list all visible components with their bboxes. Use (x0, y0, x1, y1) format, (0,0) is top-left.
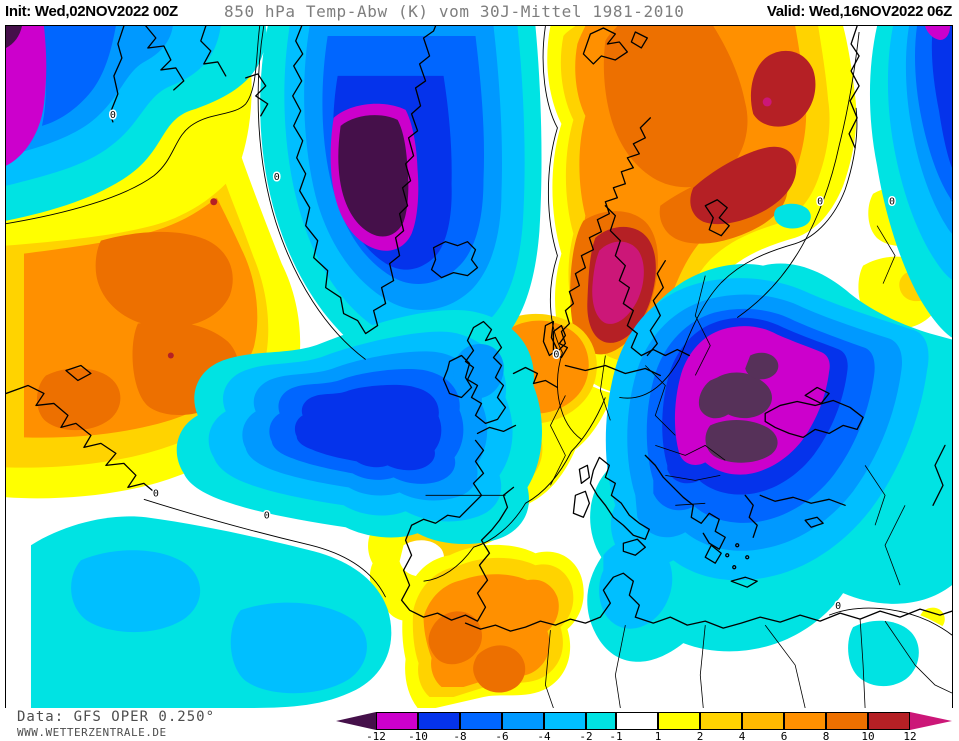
legend-tick-label: -10 (408, 730, 428, 741)
zero-label: 0 (264, 510, 270, 521)
legend-cell (544, 712, 586, 730)
greenland-coast (292, 26, 437, 335)
init-value: Wed,02NOV2022 00Z (34, 3, 178, 20)
init-label: Init: (5, 3, 35, 20)
zero-label: 0 (889, 197, 895, 208)
ireland-coast (442, 354, 473, 399)
zero-label: 0 (817, 197, 823, 208)
legend-cell (586, 712, 616, 730)
zero-label: 0 (835, 601, 841, 612)
zero-contour-labels: 0 0 0 0 0 0 0 0 (108, 108, 896, 613)
legend-cell (742, 712, 784, 730)
website-label: WWW.WETTERZENTRALE.DE (17, 726, 167, 739)
legend-tick-label: 8 (822, 730, 830, 741)
legend-cell (460, 712, 502, 730)
data-source-label: Data: GFS OPER 0.250° (17, 709, 216, 725)
map-canvas: 0 0 0 0 0 0 0 0 (6, 26, 952, 708)
legend-cell (868, 712, 910, 730)
legend-right-arrow (910, 712, 952, 730)
legend-cell (658, 712, 700, 730)
legend-tick-label: 1 (654, 730, 662, 741)
valid-label: Valid: (766, 3, 809, 20)
legend-tick-label: -1 (609, 730, 623, 741)
legend-tick-label: 6 (780, 730, 788, 741)
legend-tick-label: 10 (861, 730, 875, 741)
page-title: 850 hPa Temp-Abw (K) vom 30J-Mittel 1981… (224, 2, 685, 21)
legend-tick-label: 4 (738, 730, 746, 741)
zero-label: 0 (153, 488, 159, 499)
footer-bar: Data: GFS OPER 0.250° WWW.WETTERZENTRALE… (0, 708, 959, 741)
zero-contour-lines (6, 26, 952, 636)
zero-label: 0 (274, 172, 280, 183)
legend-tick-label: -4 (537, 730, 551, 741)
norway-coast (556, 117, 651, 353)
iceland-coast (430, 241, 479, 279)
color-scale-legend: -12 -10 -8 -6 -4 -2 -1 1 2 4 6 8 10 12 (336, 712, 956, 741)
legend-tick-label: 2 (696, 730, 704, 741)
legend-cell (418, 712, 460, 730)
legend-tick-label: 12 (903, 730, 917, 741)
legend-cell (502, 712, 544, 730)
zero-band-overlays (822, 606, 952, 708)
uk-coast (464, 320, 507, 425)
coastlines (6, 26, 952, 632)
legend-left-arrow (336, 712, 376, 730)
zero-label: 0 (110, 110, 116, 121)
legend-tick-label: -8 (453, 730, 467, 741)
anomaly-map: 0 0 0 0 0 0 0 0 (5, 25, 953, 709)
italy-coast (589, 456, 650, 540)
valid-time: Valid: Wed,16NOV2022 06Z (767, 3, 952, 20)
legend-cell (826, 712, 868, 730)
legend-cell (616, 712, 658, 730)
legend-tick-label: -2 (579, 730, 593, 741)
init-time: Init: Wed,02NOV2022 00Z (5, 3, 178, 20)
title-bar: Init: Wed,02NOV2022 00Z 850 hPa Temp-Abw… (0, 0, 959, 25)
legend-tick-label: -12 (366, 730, 386, 741)
black-sea-coast (764, 399, 864, 439)
zero-label: 0 (553, 350, 559, 361)
country-borders (425, 225, 952, 708)
scandinavia-extreme-warm-core (592, 241, 644, 324)
legend-tick-label: -6 (495, 730, 509, 741)
atlantic-cold-core (294, 384, 442, 471)
legend-cell (376, 712, 418, 730)
greenland-extreme-cold-core (338, 115, 409, 237)
valid-value: Wed,16NOV2022 06Z (808, 3, 952, 20)
legend-cell (784, 712, 826, 730)
legend-cell (700, 712, 742, 730)
